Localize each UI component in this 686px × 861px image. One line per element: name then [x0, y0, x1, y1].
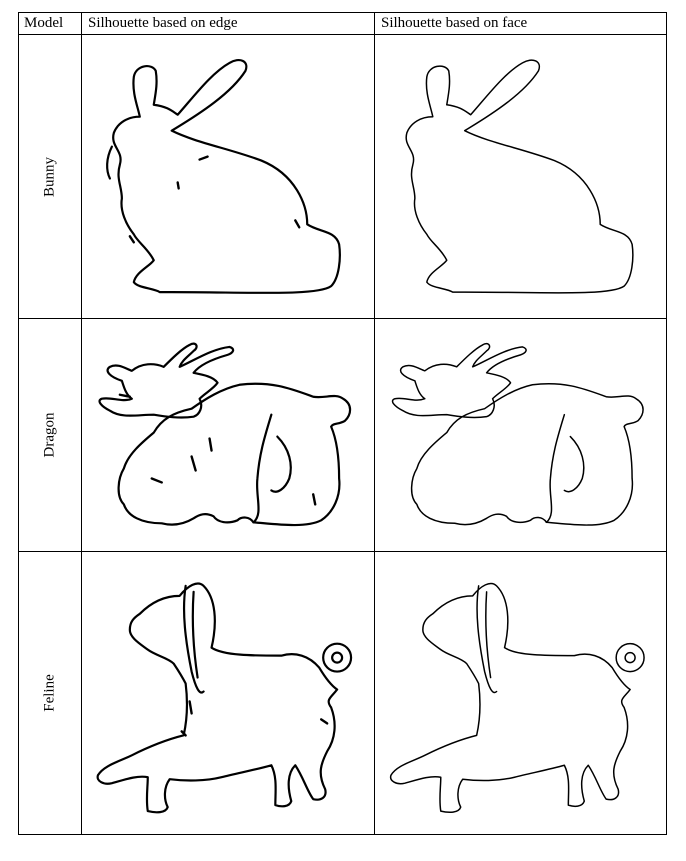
- bunny-face-silhouette: [374, 33, 667, 320]
- feline-edge-wing: [182, 585, 205, 694]
- dragon-edge-fold: [270, 435, 292, 493]
- bunny-edge-drawing: [106, 59, 341, 294]
- bunny-face-drawing: [405, 59, 634, 294]
- feline-edge-tail-ring: [322, 642, 353, 673]
- feline-face-tail-hole: [624, 652, 636, 664]
- dragon-face-head: [391, 342, 527, 419]
- bunny-edge-mark-3: [294, 219, 301, 229]
- row-label-cell: Bunny: [18, 33, 82, 320]
- feline-edge-wing-fold: [191, 590, 199, 679]
- bunny-edge-outline: [112, 59, 341, 294]
- dragon-edge-drawing: [98, 342, 352, 527]
- table-row-feline: Feline: [18, 551, 667, 836]
- bunny-edge-mark-4: [128, 235, 136, 244]
- dragon-face-leg: [545, 413, 566, 524]
- bunny-face-outline: [405, 59, 634, 294]
- feline-edge-tail-hole: [331, 651, 344, 664]
- feline-edge-body: [96, 582, 339, 814]
- dragon-face-silhouette: [374, 318, 667, 553]
- row-label-cell: Dragon: [18, 318, 82, 553]
- header-edge: Silhouette based on edge: [81, 12, 375, 35]
- feline-face-silhouette: [374, 551, 667, 836]
- bunny-edge-mark-1: [198, 155, 209, 161]
- header-model: Model: [18, 12, 82, 35]
- bunny-edge-cheek: [106, 145, 113, 180]
- bunny-edge-silhouette: [81, 33, 375, 320]
- row-label-cell: Feline: [18, 551, 82, 836]
- feline-edge-drawing: [96, 582, 353, 814]
- dragon-face-fold: [563, 435, 585, 493]
- feline-face-wing-fold: [485, 591, 492, 679]
- dragon-edge-silhouette: [81, 318, 375, 553]
- dragon-edge-mark-3: [208, 437, 213, 452]
- silhouette-comparison-table: Model Silhouette based on edge Silhouett…: [18, 12, 667, 836]
- row-label-feline: Feline: [41, 674, 58, 712]
- feline-edge-mark-1: [188, 700, 193, 715]
- feline-edge-silhouette: [81, 551, 375, 836]
- table-row-dragon: Dragon: [18, 318, 667, 553]
- feline-face-drawing: [389, 582, 645, 814]
- dragon-edge-leg: [252, 413, 273, 524]
- dragon-edge-mark-5: [118, 393, 132, 398]
- feline-face-tail-ring: [615, 643, 645, 673]
- dragon-edge-mark-1: [150, 477, 163, 484]
- header-face: Silhouette based on face: [374, 12, 667, 35]
- dragon-face-drawing: [391, 342, 644, 526]
- dragon-edge-mark-4: [312, 493, 317, 506]
- feline-face-wing: [476, 585, 498, 694]
- bunny-edge-mark-2: [176, 181, 180, 190]
- header-row: Model Silhouette based on edge Silhouett…: [18, 12, 667, 35]
- feline-face-body: [389, 582, 631, 814]
- row-label-bunny: Bunny: [41, 156, 58, 197]
- dragon-edge-body: [117, 382, 352, 527]
- table-row-bunny: Bunny: [18, 33, 667, 320]
- feline-edge-mark-3: [319, 718, 329, 725]
- dragon-face-body: [410, 383, 644, 526]
- dragon-edge-mark-2: [190, 455, 197, 472]
- dragon-edge-head: [98, 342, 235, 419]
- row-label-dragon: Dragon: [41, 412, 58, 458]
- feline-edge-mark-2: [180, 730, 187, 737]
